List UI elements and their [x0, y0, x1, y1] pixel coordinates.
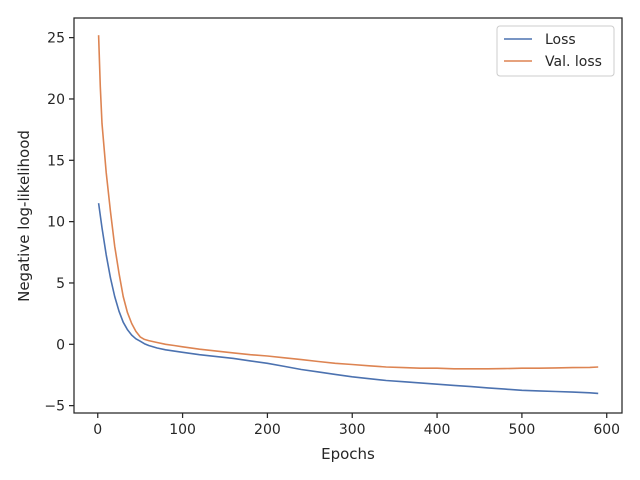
y-tick-label: 0 [56, 337, 65, 353]
x-tick-label: 500 [509, 422, 536, 438]
y-tick-label: −5 [44, 399, 65, 415]
y-tick-label: 25 [47, 31, 65, 47]
x-axis-label: Epochs [321, 445, 375, 463]
y-tick-label: 20 [47, 92, 65, 108]
series-line-loss [97, 203, 599, 395]
y-axis: −5 0 5 10 15 20 25 [44, 31, 74, 415]
x-tick-label: 100 [169, 422, 196, 438]
x-tick-label: 300 [339, 422, 366, 438]
legend-label: Loss [545, 32, 576, 48]
plot-frame [73, 17, 623, 414]
x-axis: 0 100 200 300 400 500 600 [93, 413, 620, 438]
y-tick-label: 5 [56, 276, 65, 292]
y-tick-label: 10 [47, 215, 65, 231]
x-tick-label: 400 [424, 422, 451, 438]
y-tick-label: 15 [47, 153, 65, 169]
legend: Loss Val. loss [496, 25, 615, 77]
series-line-val-loss [97, 35, 599, 370]
x-tick-label: 200 [254, 422, 281, 438]
y-axis-label: Negative log-likelihood [15, 130, 33, 302]
plot-area [97, 35, 599, 395]
x-tick-label: 0 [93, 422, 102, 438]
legend-label: Val. loss [545, 54, 602, 70]
x-tick-label: 600 [593, 422, 620, 438]
